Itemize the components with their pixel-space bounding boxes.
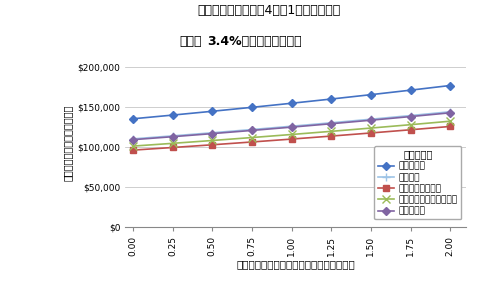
フェデラルウェイ <box>169 146 175 149</box>
デモイン <box>446 110 452 113</box>
ブーリエン <box>446 84 452 87</box>
タクウィラ <box>169 135 175 138</box>
Text: 飛行ルート直下から4分の1マイル離れる: 飛行ルート直下から4分の1マイル離れる <box>197 4 340 17</box>
Line: タクウィラ: タクウィラ <box>130 110 452 142</box>
フェデラルウェイ <box>130 148 136 152</box>
ブーリエン <box>209 110 215 113</box>
デモイン <box>328 121 334 124</box>
ブーリエン <box>169 113 175 117</box>
フェデラルウェイ <box>407 128 412 131</box>
ノルマンディー・パーク <box>328 130 334 133</box>
ノルマンディー・パーク <box>209 139 215 142</box>
ノルマンディー・パーク <box>169 142 175 145</box>
Text: ごとに: ごとに <box>179 35 202 48</box>
タクウィラ <box>209 132 215 135</box>
ノルマンディー・パーク <box>367 126 373 130</box>
Text: 3.4%資産価値が上がる: 3.4%資産価値が上がる <box>206 35 301 48</box>
タクウィラ <box>407 115 412 118</box>
X-axis label: 飛行ルート直下からの水平距離（マイル）: 飛行ルート直下からの水平距離（マイル） <box>236 259 354 269</box>
デモイン <box>367 117 373 121</box>
ブーリエン <box>288 102 294 105</box>
ノルマンディー・パーク <box>288 133 294 136</box>
ノルマンディー・パーク <box>130 144 136 148</box>
ブーリエン <box>407 88 412 92</box>
フェデラルウェイ <box>249 140 254 144</box>
タクウィラ <box>446 111 452 115</box>
デモイン <box>288 124 294 128</box>
ノルマンディー・パーク <box>446 119 452 123</box>
ブーリエン <box>328 97 334 101</box>
ブーリエン <box>249 106 254 109</box>
ブーリエン <box>130 117 136 121</box>
ノルマンディー・パーク <box>407 123 412 126</box>
Line: ノルマンディー・パーク: ノルマンディー・パーク <box>129 117 454 150</box>
デモイン <box>249 128 254 131</box>
フェデラルウェイ <box>328 134 334 138</box>
デモイン <box>209 131 215 135</box>
タクウィラ <box>130 138 136 142</box>
フェデラルウェイ <box>209 143 215 146</box>
タクウィラ <box>288 125 294 129</box>
フェデラルウェイ <box>446 125 452 128</box>
Legend: ブーリエン, デモイン, フェデラルウェイ, ノルマンディー・パーク, タクウィラ: ブーリエン, デモイン, フェデラルウェイ, ノルマンディー・パーク, タクウィ… <box>373 146 460 219</box>
タクウィラ <box>249 129 254 132</box>
デモイン <box>407 114 412 117</box>
フェデラルウェイ <box>288 137 294 141</box>
Line: フェデラルウェイ: フェデラルウェイ <box>130 124 452 153</box>
ノルマンディー・パーク <box>249 136 254 139</box>
フェデラルウェイ <box>367 131 373 135</box>
デモイン <box>130 137 136 141</box>
Y-axis label: 戸建て住宅価格（ドル／戸）: 戸建て住宅価格（ドル／戸） <box>63 105 73 181</box>
ブーリエン <box>367 93 373 96</box>
タクウィラ <box>328 122 334 126</box>
デモイン <box>169 134 175 137</box>
タクウィラ <box>367 119 373 122</box>
Line: ブーリエン: ブーリエン <box>130 83 452 122</box>
Line: デモイン: デモイン <box>129 108 454 143</box>
